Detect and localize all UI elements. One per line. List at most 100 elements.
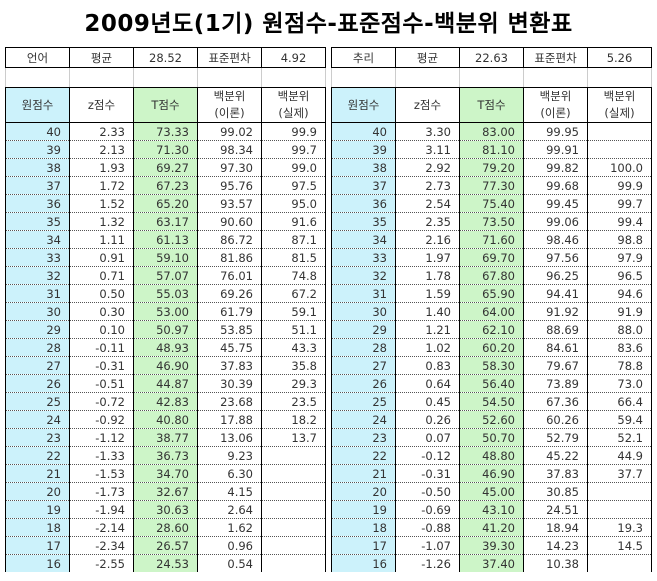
table-row: 37 2.73 77.30 99.68 99.9 [331,176,652,195]
raw-score-cell: 23 [5,428,70,447]
raw-score-cell: 31 [331,284,396,303]
percentile-theory-cell: 99.68 [523,176,588,195]
t-score-cell: 54.50 [459,392,524,411]
percentile-actual-cell: 97.9 [587,248,652,267]
percentile-actual-cell: 67.2 [261,284,326,303]
percentile-theory-cell: 45.22 [523,446,588,465]
z-score-cell: -0.50 [395,482,460,501]
z-score-cell: 0.83 [395,356,460,375]
percentile-actual-cell: 59.1 [261,302,326,321]
t-score-cell: 46.90 [459,464,524,483]
table-row: 39 2.13 71.30 98.34 99.7 [5,140,326,159]
table-row: 38 1.93 69.27 97.30 99.0 [5,158,326,177]
percentile-actual-cell: 66.4 [587,392,652,411]
table-row: 28 -0.11 48.93 45.75 43.3 [5,338,326,357]
percentile-theory-cell: 93.57 [197,194,262,213]
raw-score-cell: 38 [331,158,396,177]
t-score-cell: 36.73 [133,446,198,465]
percentile-actual-cell: 23.5 [261,392,326,411]
percentile-theory-cell: 13.06 [197,428,262,447]
percentile-theory-cell: 9.23 [197,446,262,465]
percentile-actual-cell: 99.9 [261,122,326,141]
percentile-theory-cell: 73.89 [523,374,588,393]
table-row: 39 3.11 81.10 99.91 [331,140,652,159]
percentile-actual-cell: 52.1 [587,428,652,447]
t-score-cell: 48.80 [459,446,524,465]
raw-score-cell: 39 [5,140,70,159]
table-row: 27 0.83 58.30 79.67 78.8 [331,356,652,375]
table-row: 33 0.91 59.10 81.86 81.5 [5,248,326,267]
percentile-theory-cell: 97.30 [197,158,262,177]
z-score-cell: -2.34 [69,536,134,555]
raw-score-cell: 19 [5,500,70,519]
percentile-theory-cell: 37.83 [197,356,262,375]
raw-score-cell: 16 [5,554,70,572]
z-score-cell: 0.30 [69,302,134,321]
z-score-cell: 1.32 [69,212,134,231]
page-title: 2009년도(1기) 원점수-표준점수-백분위 변환표 [84,11,573,37]
z-score-cell: 3.30 [395,122,460,141]
z-score-cell: -0.12 [395,446,460,465]
table-row: 30 1.40 64.00 91.92 91.9 [331,302,652,321]
t-score-cell: 30.63 [133,500,198,519]
raw-score-cell: 25 [331,392,396,411]
t-score-cell: 77.30 [459,176,524,195]
percentile-actual-cell [587,140,652,159]
raw-score-cell: 31 [5,284,70,303]
table-row: 30 0.30 53.00 61.79 59.1 [5,302,326,321]
t-score-cell: 50.97 [133,320,198,339]
header-raw-score: 원점수 [331,87,396,123]
t-score-cell: 73.50 [459,212,524,231]
z-score-cell: -2.14 [69,518,134,537]
z-score-cell: 2.33 [69,122,134,141]
z-score-cell: -1.07 [395,536,460,555]
z-score-cell: -2.55 [69,554,134,572]
percentile-theory-cell: 23.68 [197,392,262,411]
z-score-cell: -1.26 [395,554,460,572]
raw-score-cell: 39 [331,140,396,159]
raw-score-cell: 35 [331,212,396,231]
raw-score-cell: 26 [5,374,70,393]
table-row: 25 -0.72 42.83 23.68 23.5 [5,392,326,411]
table-row: 35 2.35 73.50 99.06 99.4 [331,212,652,231]
raw-score-cell: 29 [331,320,396,339]
percentile-theory-cell: 10.38 [523,554,588,572]
t-score-cell: 46.90 [133,356,198,375]
z-score-cell: 0.91 [69,248,134,267]
raw-score-cell: 40 [5,122,70,141]
raw-score-cell: 19 [331,500,396,519]
raw-score-cell: 26 [331,374,396,393]
table-row: 34 2.16 71.60 98.46 98.8 [331,230,652,249]
stats-row: 언어 평균 28.52 표준편차 4.92 [5,47,326,68]
z-score-cell: -0.31 [69,356,134,375]
percentile-actual-cell [587,500,652,519]
sd-label: 표준편차 [197,47,262,68]
percentile-actual-cell: 44.9 [587,446,652,465]
blank-row [5,67,326,88]
percentile-theory-cell: 1.62 [197,518,262,537]
t-score-cell: 45.00 [459,482,524,501]
table-row: 20 -0.50 45.00 30.85 [331,482,652,501]
sd-label: 표준편차 [523,47,588,68]
percentile-actual-cell: 51.1 [261,320,326,339]
percentile-theory-cell: 96.25 [523,266,588,285]
z-score-cell: 2.16 [395,230,460,249]
percentile-theory-cell: 60.26 [523,410,588,429]
t-score-cell: 26.57 [133,536,198,555]
raw-score-cell: 22 [331,446,396,465]
percentile-actual-cell [587,554,652,572]
raw-score-cell: 18 [331,518,396,537]
t-score-cell: 38.77 [133,428,198,447]
subject-label: 추리 [331,47,396,68]
raw-score-cell: 27 [331,356,396,375]
t-score-cell: 44.87 [133,374,198,393]
percentile-actual-cell: 43.3 [261,338,326,357]
percentile-actual-cell [587,122,652,141]
z-score-cell: -0.92 [69,410,134,429]
raw-score-cell: 20 [5,482,70,501]
t-score-cell: 69.27 [133,158,198,177]
percentile-actual-cell: 18.2 [261,410,326,429]
z-score-cell: 1.02 [395,338,460,357]
percentile-theory-cell: 91.92 [523,302,588,321]
raw-score-cell: 21 [331,464,396,483]
